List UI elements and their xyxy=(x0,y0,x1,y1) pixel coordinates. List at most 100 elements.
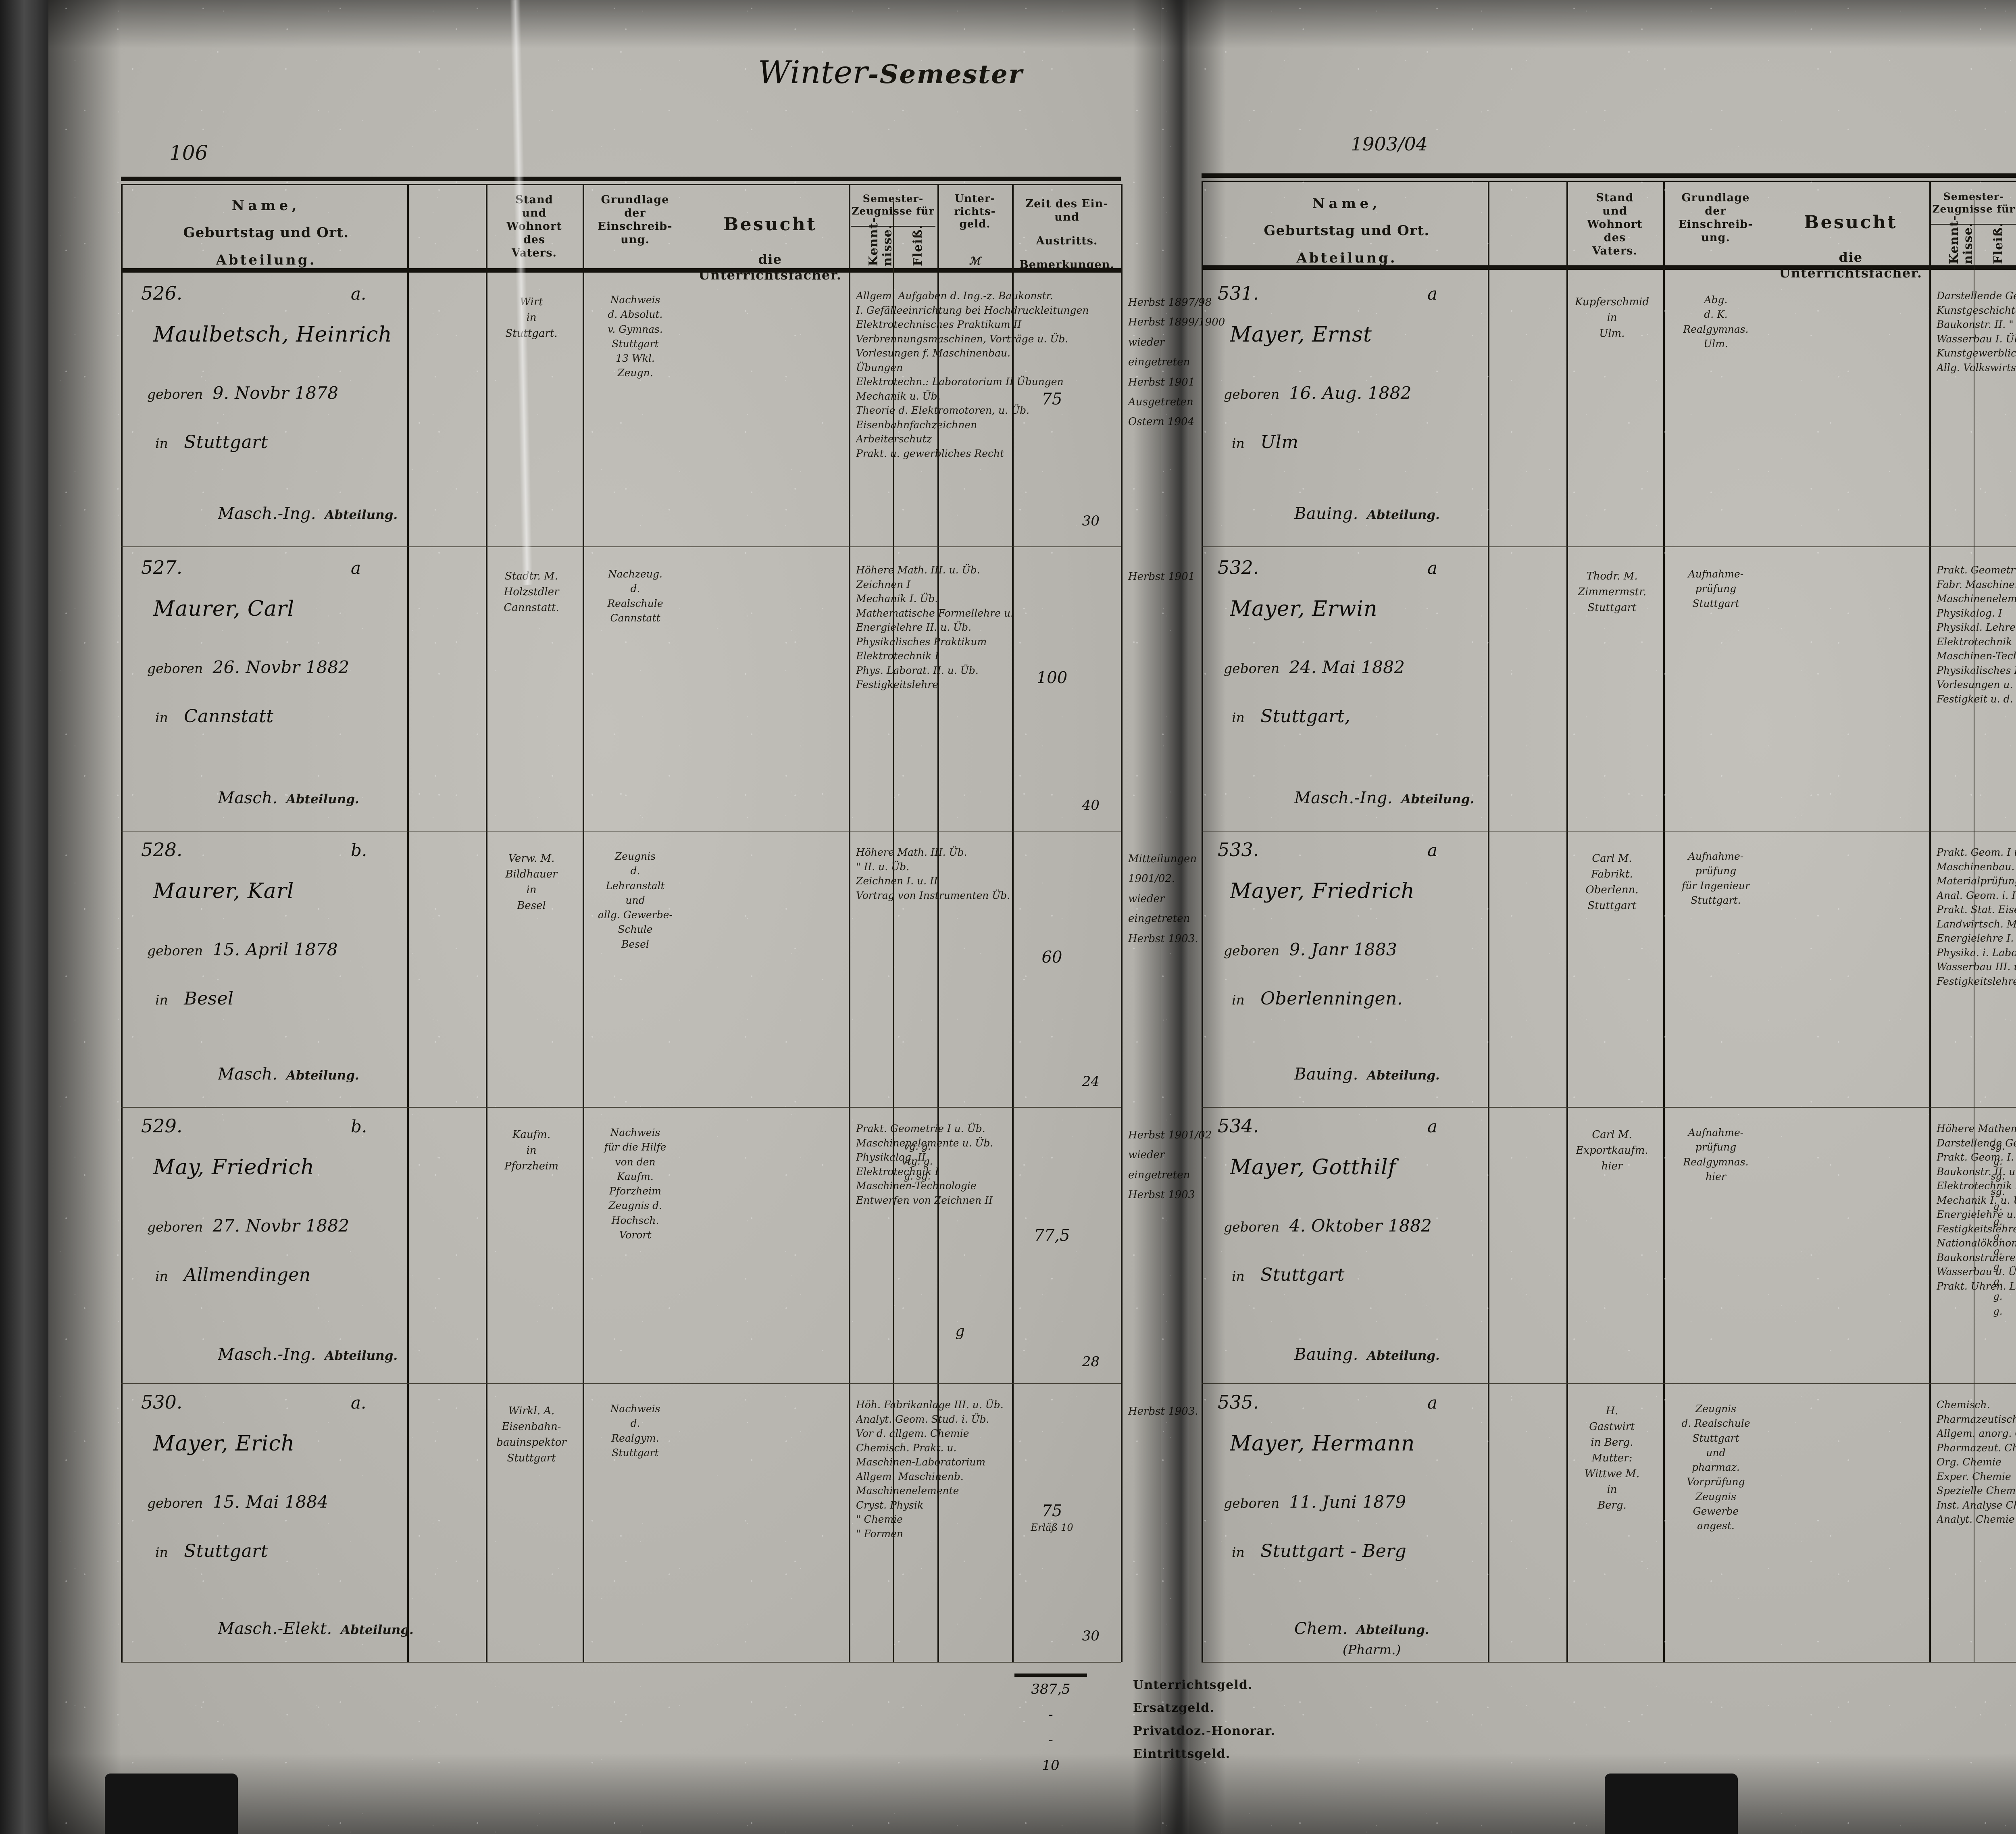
abteilung-line: Bauing. Abteilung. xyxy=(1294,1063,1577,1086)
course-line: Mechanik I. u. Üb. xyxy=(1937,1194,2016,1206)
right-page-content: 1903/04 107 Name, Geburtstag und Ort. Ab xyxy=(1189,0,2016,1834)
born-label: geboren xyxy=(147,943,203,959)
course-line: Physikalog. I xyxy=(1937,607,2002,619)
course-line: Inst. Analyse Chemie xyxy=(1937,1499,2016,1511)
course-line: Physikal. Lehre i. Ingenieurprüfung xyxy=(1937,621,2016,633)
course-line: Prakt. Stat. Eisenbahnbau " " xyxy=(1937,904,2016,915)
unterrichtsgeld-value: 100 xyxy=(1036,669,1068,687)
rowsep-left-4 xyxy=(121,1383,1121,1384)
hours-underline: 30 xyxy=(1077,513,1104,529)
birth-line: geboren 9. Novbr 1878 xyxy=(147,381,470,406)
abteilung-line: Masch. Abteilung. xyxy=(218,1063,500,1086)
kenntnisse-mark: g. xyxy=(1993,1246,2003,1257)
father-status: Verw. M. Bildhauer in Besel xyxy=(493,851,570,914)
enrollment-basis-line: Realgymnas. xyxy=(1683,323,1749,335)
rowsep-left-2 xyxy=(121,831,1121,832)
born-label: geboren xyxy=(147,1495,203,1511)
father-status-line: hier xyxy=(1601,1160,1623,1172)
father-status: Wirkl. A. Eisenbahn-bauinspektor Stuttgart xyxy=(493,1403,570,1466)
father-status-line: Besel xyxy=(517,900,546,912)
father-status-line: Thodr. M. xyxy=(1586,570,1638,582)
year-label: 1903/04 xyxy=(1351,133,1428,155)
enrollment-basis-line: Ulm. xyxy=(1704,338,1728,350)
enrollment-basis-line: Hochsch. xyxy=(611,1214,659,1226)
abteilung-letter: a xyxy=(1427,284,1438,304)
enrollment-basis-line: d. xyxy=(630,583,640,595)
colhead-grund-r3: Einschreib- xyxy=(1678,218,1753,231)
course-line: Vorlesungen f. Maschinenbau. xyxy=(856,347,1011,359)
rowsep-left-1 xyxy=(121,546,1121,547)
course-line: Maschinenelemente xyxy=(856,1485,959,1496)
enrollment-basis-line: Nachweis xyxy=(610,1403,660,1415)
kenntnisse-mark: g. xyxy=(1993,1306,2003,1317)
birth-date: 11. Juni 1879 xyxy=(1283,1492,1406,1512)
enrollment-basis-line: und xyxy=(625,894,645,906)
course-line: Wasserbau I. Üb. xyxy=(1937,333,2016,345)
abteilung-label: Abteilung. xyxy=(1397,792,1475,807)
father-status: Carl M. Fabrikt. Oberlenn. Stuttgart xyxy=(1574,851,1650,914)
father-status-line: Kupferschmid xyxy=(1575,296,1649,308)
entry-number: 528. xyxy=(141,839,183,861)
father-status-line: Mutter: xyxy=(1591,1452,1633,1464)
father-status-line: Fabrikt. xyxy=(1591,868,1633,880)
semester-heading: Winter-Semester xyxy=(758,54,1023,91)
student-name: Maurer, Carl xyxy=(153,597,295,621)
birth-line: geboren 24. Mai 1882 xyxy=(1224,655,1546,680)
colhead-name-left: Name, Geburtstag und Ort. Abteilung. xyxy=(129,198,403,269)
father-status-line: Pforzheim xyxy=(504,1160,558,1172)
course-line: Physikalisches Prakt. xyxy=(1937,664,2016,676)
open-book: 106 Name, Geburtstag und O xyxy=(48,0,2016,1834)
footer-total-value: 387,5 xyxy=(1014,1674,1087,1702)
enrollment-basis-line: Gewerbe xyxy=(1693,1505,1739,1517)
colhead-stand-left: Stand und Wohnort des Vaters. xyxy=(488,194,581,260)
colhead-name-r2: Geburtstag und Ort. xyxy=(1264,223,1430,239)
course-line: Chemisch. xyxy=(1937,1399,1990,1411)
birth-place: Stuttgart xyxy=(172,432,268,452)
colhead-zeit-left: Zeit des Ein- und Austritts. Bemerkungen… xyxy=(1014,198,1119,272)
colhead-ug-l2: richts- xyxy=(954,205,996,218)
vrule-left-zeugn xyxy=(937,184,939,1662)
course-line: Höhere Mathematik II. u. Üb. xyxy=(1937,1123,2016,1134)
student-name: Mayer, Erich xyxy=(153,1432,295,1456)
enrollment-basis-line: angest. xyxy=(1697,1520,1735,1532)
courses-hours-total: 30 xyxy=(1040,513,1104,529)
zeugnisse-divider-left xyxy=(851,226,935,227)
vrule-left-outer xyxy=(121,184,123,1662)
abteilung-value: Bauing. xyxy=(1294,1065,1358,1084)
kenntnisse-mark: vtg. g. xyxy=(902,1156,933,1167)
colhead-ug-l3: geld. xyxy=(959,218,991,231)
course-line: Energielehre I. u. xyxy=(1937,932,2016,944)
student-name: Mayer, Gotthilf xyxy=(1230,1155,1396,1180)
in-label: in xyxy=(1232,710,1245,725)
enrollment-basis-line: Pforzheim xyxy=(609,1185,661,1197)
abteilung-value: Masch.-Ing. xyxy=(218,504,317,523)
abteilung-letter: a. xyxy=(351,284,367,304)
unterrichtsgeld-cell: 75 xyxy=(1018,390,1086,408)
enrollment-basis: Abg. d. K. Realgymnas. Ulm. xyxy=(1670,293,1761,351)
abteilung-letter: a xyxy=(1427,840,1438,860)
course-line: Vorlesungen u. Volkswirtschaftslehre xyxy=(1937,679,2016,690)
father-status-line: Wirkl. A. xyxy=(508,1405,555,1417)
colhead-zeit-l2: Austritts. xyxy=(1036,234,1098,247)
birth-date: 15. April 1878 xyxy=(207,940,338,959)
enrollment-basis-line: Stuttgart xyxy=(612,338,659,350)
abteilung-value: Bauing. xyxy=(1294,504,1358,523)
kenntnisse-mark: g. xyxy=(1993,1215,2003,1227)
father-status-line: Stuttgart xyxy=(1587,900,1637,912)
hours-underline: 28 xyxy=(1077,1354,1104,1370)
vrule-right-stand xyxy=(1566,181,1568,1662)
enrollment-basis-line: d. Realschule xyxy=(1681,1417,1750,1430)
born-label: geboren xyxy=(1224,661,1280,676)
unterrichtsgeld-cell: 60 xyxy=(1018,948,1086,967)
birth-date: 15. Mai 1884 xyxy=(207,1492,329,1512)
kenntnisse-mark: sg. xyxy=(1991,1186,2005,1197)
kenntnisse-mark: g. sg. xyxy=(904,1171,931,1182)
abteilung-line: Chem. Abteilung. (Pharm.) xyxy=(1294,1617,1577,1659)
hours-underline: 24 xyxy=(1077,1073,1104,1090)
enrollment-basis-line: Vorort xyxy=(619,1229,652,1241)
rowsep-right-3 xyxy=(1202,1107,2016,1108)
course-line: Baukonstr. II. u. Üb. xyxy=(1937,1165,2016,1178)
course-line: Elektrotechnik I, d. . . . . . xyxy=(1937,1179,2016,1193)
enrollment-basis-line: Nachweis xyxy=(610,1127,660,1138)
course-line: Maschinen-Technologie xyxy=(856,1180,977,1192)
